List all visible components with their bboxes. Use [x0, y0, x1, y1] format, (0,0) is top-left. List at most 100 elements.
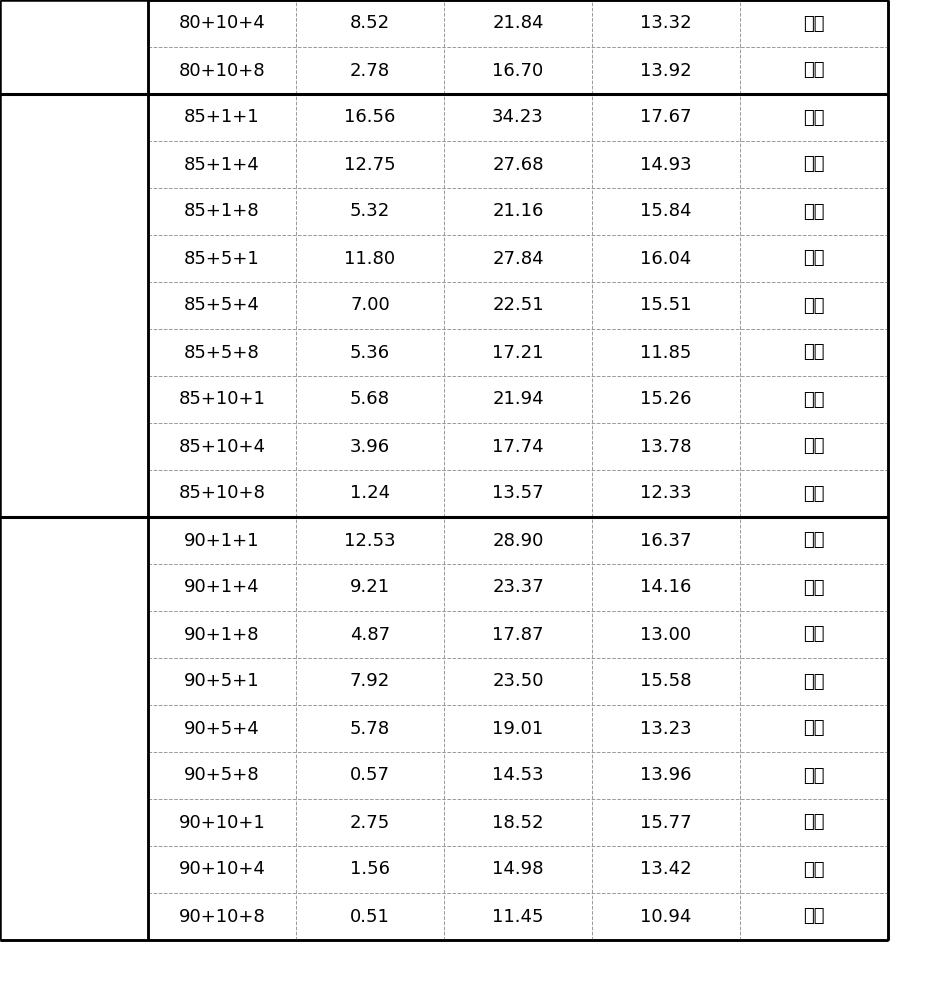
Text: 增效: 增效 [803, 720, 825, 738]
Text: 21.84: 21.84 [492, 14, 544, 32]
Text: 增效: 增效 [803, 14, 825, 32]
Text: 12.53: 12.53 [344, 532, 396, 550]
Text: 9.21: 9.21 [350, 578, 390, 596]
Text: 11.45: 11.45 [492, 908, 544, 926]
Text: 90+5+8: 90+5+8 [184, 766, 260, 784]
Text: 85+10+4: 85+10+4 [179, 438, 265, 456]
Text: 90+10+4: 90+10+4 [179, 860, 265, 879]
Text: 4.87: 4.87 [350, 626, 390, 644]
Text: 85+5+8: 85+5+8 [184, 344, 260, 361]
Text: 增效: 增效 [803, 532, 825, 550]
Text: 增效: 增效 [803, 766, 825, 784]
Text: 7.00: 7.00 [351, 296, 389, 314]
Text: 增效: 增效 [803, 672, 825, 690]
Text: 23.37: 23.37 [492, 578, 544, 596]
Text: 增效: 增效 [803, 485, 825, 502]
Text: 80+10+8: 80+10+8 [179, 62, 265, 80]
Text: 2.75: 2.75 [350, 814, 390, 832]
Text: 80+10+4: 80+10+4 [179, 14, 265, 32]
Text: 增效: 增效 [803, 390, 825, 408]
Text: 1.56: 1.56 [350, 860, 390, 879]
Text: 14.16: 14.16 [640, 578, 692, 596]
Text: 85+1+4: 85+1+4 [184, 155, 260, 174]
Text: 15.26: 15.26 [640, 390, 692, 408]
Text: 5.78: 5.78 [350, 720, 390, 738]
Text: 14.93: 14.93 [640, 155, 692, 174]
Text: 增效: 增效 [803, 62, 825, 80]
Text: 85+1+1: 85+1+1 [184, 108, 260, 126]
Text: 15.84: 15.84 [640, 202, 692, 221]
Text: 13.57: 13.57 [492, 485, 544, 502]
Text: 增效: 增效 [803, 344, 825, 361]
Text: 0.51: 0.51 [350, 908, 390, 926]
Text: 27.84: 27.84 [492, 249, 544, 267]
Text: 21.16: 21.16 [492, 202, 544, 221]
Text: 增效: 增效 [803, 249, 825, 267]
Text: 13.42: 13.42 [640, 860, 692, 879]
Text: 19.01: 19.01 [492, 720, 544, 738]
Text: 17.74: 17.74 [492, 438, 544, 456]
Text: 12.75: 12.75 [344, 155, 396, 174]
Text: 85+10+1: 85+10+1 [179, 390, 265, 408]
Text: 85+5+1: 85+5+1 [184, 249, 260, 267]
Text: 16.04: 16.04 [640, 249, 692, 267]
Text: 16.37: 16.37 [640, 532, 692, 550]
Text: 13.32: 13.32 [640, 14, 692, 32]
Text: 3.96: 3.96 [350, 438, 390, 456]
Text: 0.57: 0.57 [350, 766, 390, 784]
Text: 15.77: 15.77 [640, 814, 692, 832]
Text: 34.23: 34.23 [492, 108, 544, 126]
Text: 增效: 增效 [803, 296, 825, 314]
Text: 增效: 增效 [803, 908, 825, 926]
Text: 90+1+8: 90+1+8 [184, 626, 260, 644]
Text: 85+1+8: 85+1+8 [184, 202, 260, 221]
Text: 增效: 增效 [803, 578, 825, 596]
Text: 增效: 增效 [803, 626, 825, 644]
Text: 15.51: 15.51 [640, 296, 692, 314]
Text: 85+10+8: 85+10+8 [179, 485, 265, 502]
Text: 5.36: 5.36 [350, 344, 390, 361]
Text: 90+10+1: 90+10+1 [179, 814, 265, 832]
Text: 90+10+8: 90+10+8 [179, 908, 265, 926]
Text: 2.78: 2.78 [350, 62, 390, 80]
Text: 5.32: 5.32 [350, 202, 390, 221]
Text: 增效: 增效 [803, 438, 825, 456]
Text: 90+5+1: 90+5+1 [184, 672, 260, 690]
Text: 90+5+4: 90+5+4 [184, 720, 260, 738]
Text: 11.80: 11.80 [344, 249, 396, 267]
Text: 增效: 增效 [803, 814, 825, 832]
Text: 17.87: 17.87 [492, 626, 544, 644]
Text: 13.00: 13.00 [640, 626, 692, 644]
Text: 13.96: 13.96 [640, 766, 692, 784]
Text: 28.90: 28.90 [492, 532, 544, 550]
Text: 17.21: 17.21 [492, 344, 544, 361]
Text: 增效: 增效 [803, 108, 825, 126]
Text: 90+1+1: 90+1+1 [184, 532, 260, 550]
Text: 18.52: 18.52 [492, 814, 544, 832]
Text: 14.53: 14.53 [492, 766, 544, 784]
Text: 10.94: 10.94 [640, 908, 692, 926]
Text: 85+5+4: 85+5+4 [184, 296, 260, 314]
Text: 5.68: 5.68 [350, 390, 390, 408]
Text: 23.50: 23.50 [492, 672, 544, 690]
Text: 90+1+4: 90+1+4 [184, 578, 260, 596]
Text: 增效: 增效 [803, 155, 825, 174]
Text: 16.70: 16.70 [492, 62, 544, 80]
Text: 27.68: 27.68 [492, 155, 544, 174]
Text: 16.56: 16.56 [344, 108, 396, 126]
Text: 13.92: 13.92 [640, 62, 692, 80]
Text: 12.33: 12.33 [640, 485, 692, 502]
Text: 1.24: 1.24 [350, 485, 390, 502]
Text: 15.58: 15.58 [640, 672, 692, 690]
Text: 11.85: 11.85 [640, 344, 692, 361]
Text: 增效: 增效 [803, 860, 825, 879]
Text: 17.67: 17.67 [640, 108, 692, 126]
Text: 7.92: 7.92 [350, 672, 390, 690]
Text: 增效: 增效 [803, 202, 825, 221]
Text: 14.98: 14.98 [492, 860, 544, 879]
Text: 13.23: 13.23 [640, 720, 692, 738]
Text: 13.78: 13.78 [640, 438, 692, 456]
Text: 21.94: 21.94 [492, 390, 544, 408]
Text: 22.51: 22.51 [492, 296, 544, 314]
Text: 8.52: 8.52 [350, 14, 390, 32]
